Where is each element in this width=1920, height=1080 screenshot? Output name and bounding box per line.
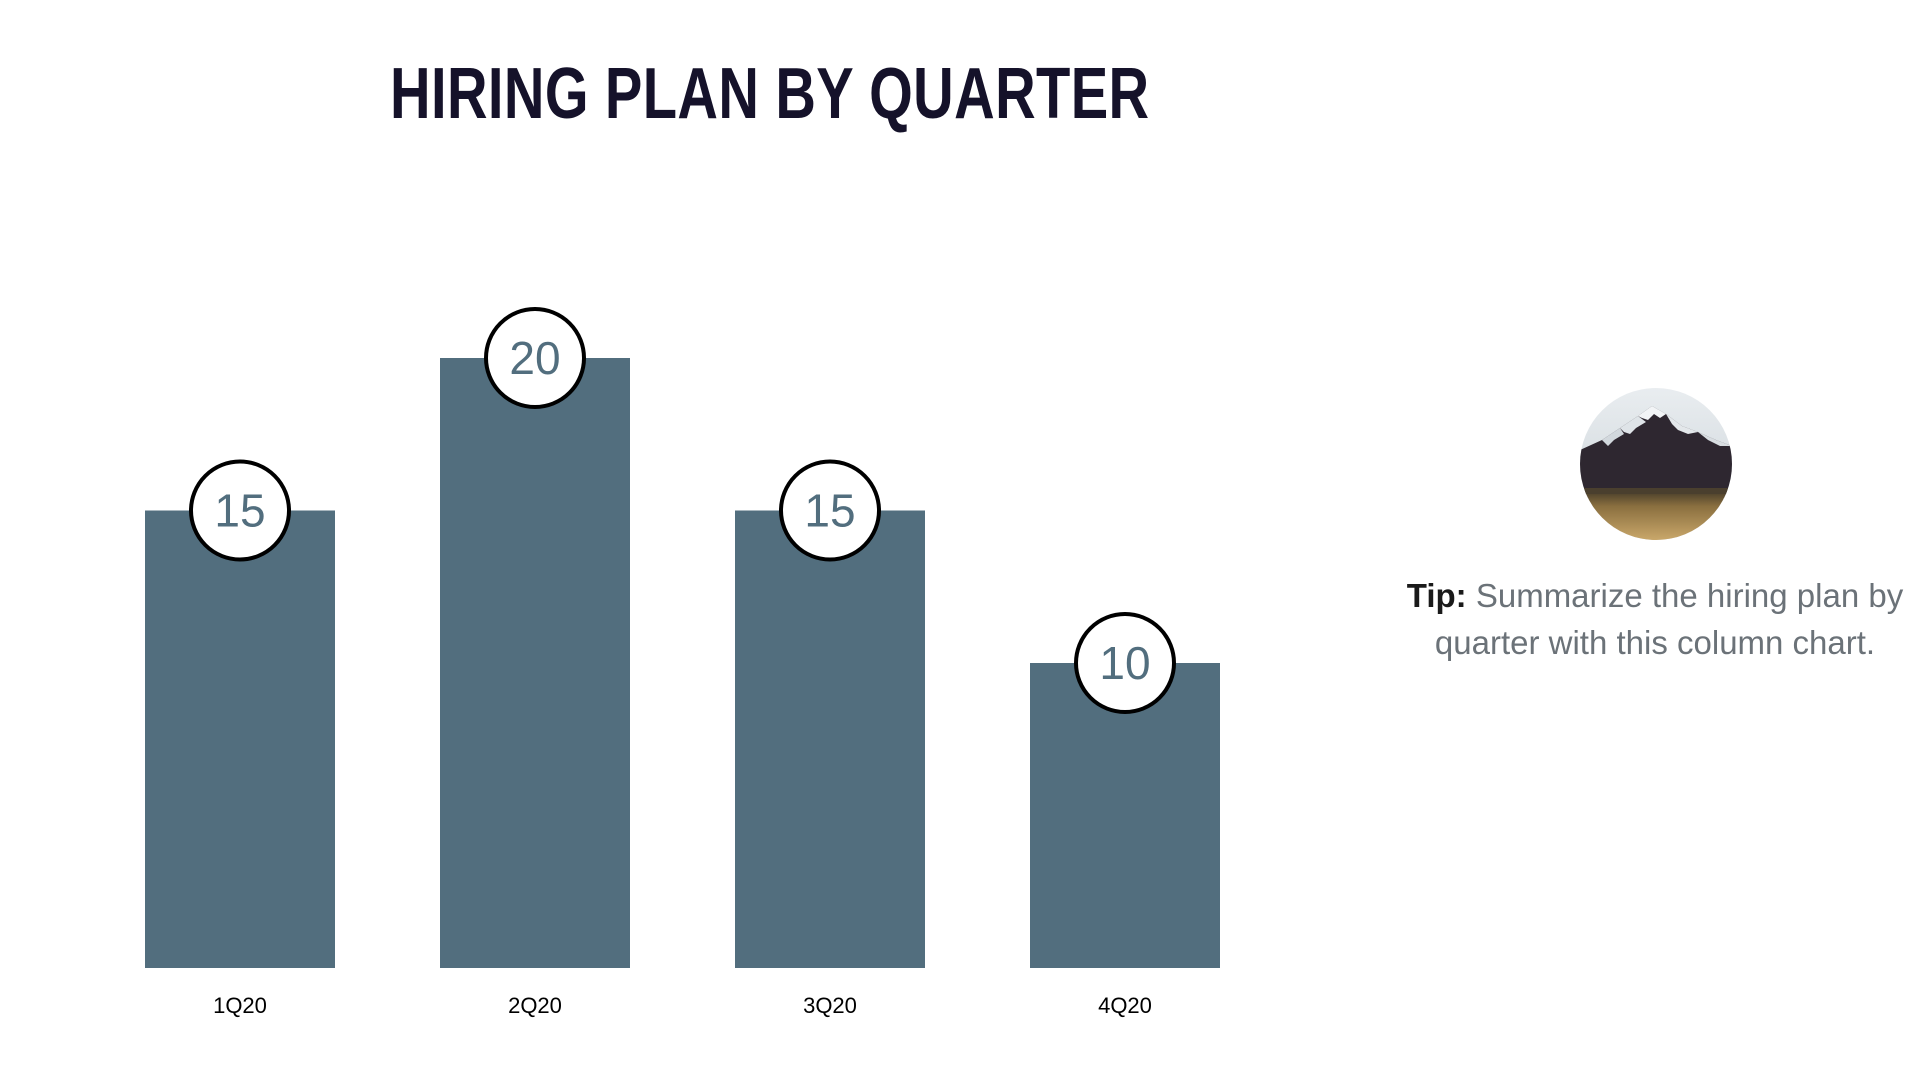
bar-3Q20 — [735, 510, 925, 968]
slide-title: HIRING PLAN BY QUARTER — [390, 54, 1150, 134]
tick-label-1Q20: 1Q20 — [213, 993, 267, 1018]
data-label-4Q20: 10 — [1099, 637, 1150, 689]
tick-label-2Q20: 2Q20 — [508, 993, 562, 1018]
mountain-photo — [1580, 388, 1732, 540]
value-badge-3Q20 — [779, 459, 881, 562]
tip-label: Tip: — [1406, 577, 1467, 614]
bar-2Q20 — [440, 358, 630, 968]
tip-text: Tip: Summarize the hiring plan by quarte… — [1400, 572, 1910, 666]
tick-label-3Q20: 3Q20 — [803, 993, 857, 1018]
data-label-3Q20: 15 — [804, 485, 855, 537]
bar-1Q20 — [145, 510, 335, 968]
tick-label-4Q20: 4Q20 — [1098, 993, 1152, 1018]
value-badge-1Q20 — [189, 459, 291, 562]
data-label-2Q20: 20 — [509, 332, 560, 384]
value-badge-2Q20 — [484, 307, 586, 409]
tip-body: Summarize the hiring plan by quarter wit… — [1434, 577, 1904, 661]
data-label-1Q20: 15 — [214, 485, 265, 537]
column-chart: 15 1Q20 20 2Q20 15 3Q20 10 4Q20 — [145, 307, 1220, 1018]
value-badge-4Q20 — [1074, 612, 1176, 714]
